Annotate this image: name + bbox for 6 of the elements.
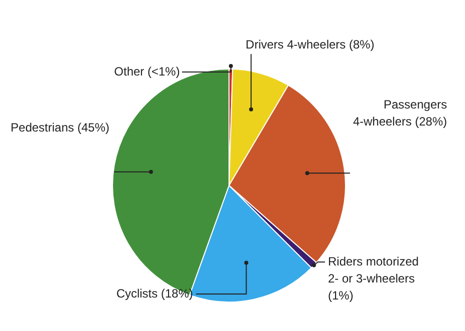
slice-label: Drivers 4-wheelers (8%) — [246, 37, 374, 52]
slice-label: Pedestrians (45%) — [10, 120, 110, 134]
slice-label: Riders motorized 2- or 3-wheelers (1%) — [328, 254, 419, 302]
slice-label: Other (<1%) — [114, 64, 180, 78]
slice-label: Passengers 4-wheelers (28%) — [352, 97, 447, 128]
slice-label: Cyclists (18%) — [116, 286, 193, 300]
